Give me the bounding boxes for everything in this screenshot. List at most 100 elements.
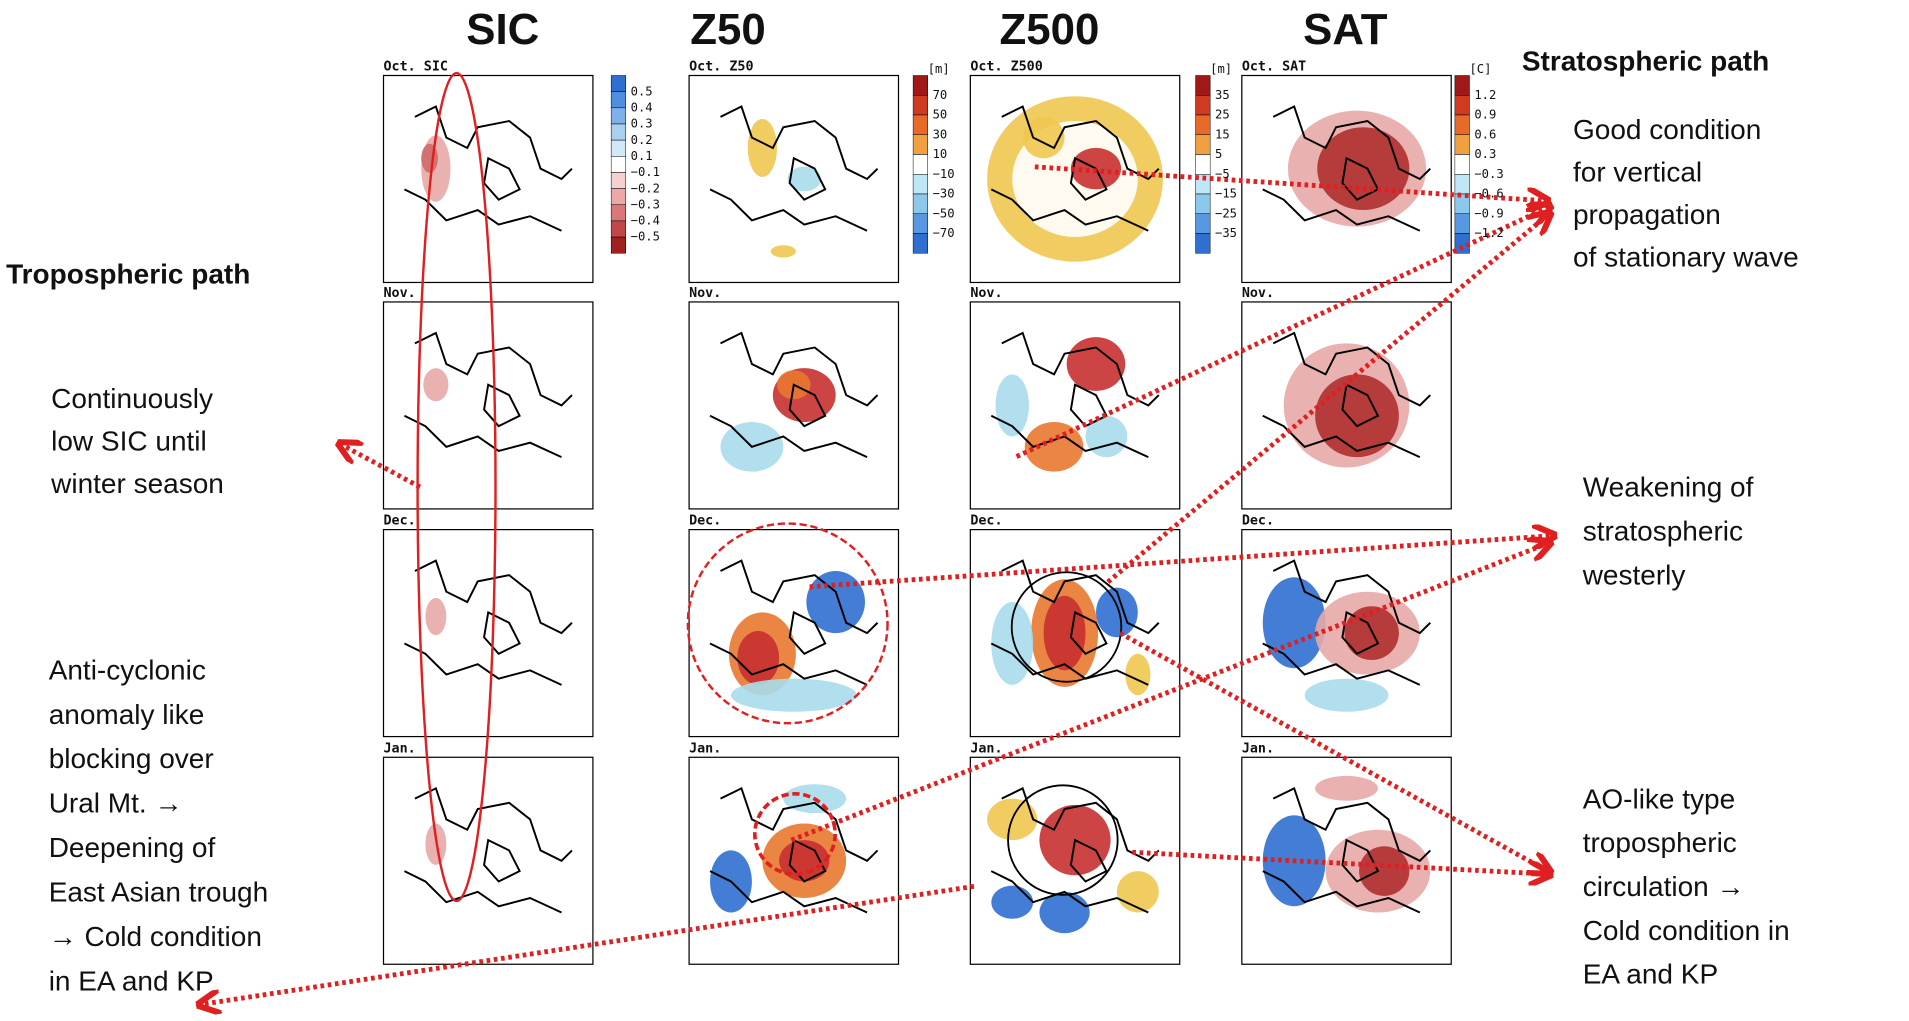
colorbar-label: 0.9: [1474, 108, 1496, 122]
colorbar-label: −0.3: [1474, 167, 1503, 181]
panel-frame: [1241, 529, 1452, 738]
panel-title: Oct. SAT: [1242, 60, 1306, 75]
colorbar-segment: [1454, 213, 1470, 234]
panel-title: Dec.: [384, 514, 416, 529]
map-content: [1262, 775, 1431, 914]
colorbar-segment: [1195, 233, 1211, 254]
colorbar-segment: [912, 233, 928, 254]
coastline: [709, 559, 879, 686]
coastline: [709, 786, 879, 914]
anomaly: [1095, 587, 1138, 638]
colorbar-unit: [m]: [1210, 62, 1232, 76]
colorbar-label: 50: [933, 108, 948, 122]
panel-frame: [1241, 301, 1452, 510]
map-content: [404, 331, 573, 459]
anomaly: [423, 368, 449, 402]
annotation-line: blocking over: [49, 743, 214, 774]
colorbar-segment: [610, 188, 627, 206]
annotation-line: anomaly like: [49, 699, 205, 730]
anomaly: [1315, 775, 1378, 801]
colorbar-label: 35: [1215, 88, 1230, 102]
anomaly: [1304, 678, 1389, 712]
annotation-line: for vertical: [1573, 156, 1702, 187]
column-header: SIC: [466, 5, 539, 54]
map-content: [709, 105, 879, 258]
colorbar-segment: [1195, 213, 1211, 234]
arrow: [341, 444, 422, 490]
colorbar-segment: [1454, 233, 1470, 254]
anomaly: [1359, 846, 1410, 896]
map-content: [404, 105, 573, 232]
colorbar-label: 0.4: [631, 100, 653, 114]
colorbar-label: 5: [1215, 147, 1222, 161]
coastline: [1262, 559, 1431, 686]
colorbar-segment: [912, 154, 928, 175]
colorbar-segment: [1195, 95, 1211, 116]
anomaly: [1116, 871, 1159, 913]
anomaly: [1039, 891, 1090, 934]
colorbar-label: −50: [933, 206, 955, 220]
colorbar-segment: [1195, 193, 1211, 214]
colorbar-segment: [912, 134, 928, 155]
annotation-line: low SIC until: [51, 425, 207, 456]
panels: [382, 74, 1470, 965]
colorbar-segment: [1454, 114, 1470, 135]
map-content: [709, 331, 879, 472]
arrow: [1106, 214, 1549, 584]
panel-title: Nov.: [970, 286, 1002, 301]
colorbar-segment: [610, 107, 627, 125]
panel-title: Oct. Z50: [689, 60, 753, 75]
panel-title: Dec.: [689, 514, 721, 529]
map-panel: [688, 529, 900, 738]
anomaly: [1085, 415, 1128, 458]
panel-frame: [688, 301, 900, 510]
colorbar-segment: [1454, 95, 1470, 116]
map-panel: [969, 756, 1181, 965]
map-panel: [969, 529, 1181, 738]
annotation-line: Weakening of: [1583, 472, 1754, 503]
arrow: [809, 536, 1553, 590]
anomaly: [737, 631, 780, 685]
panel-title: Nov.: [384, 286, 416, 301]
colorbar-segment: [912, 193, 928, 214]
panel-frame: [382, 74, 594, 284]
coastline: [709, 105, 879, 232]
panel-title: Nov.: [1242, 286, 1274, 301]
panel-frame: [969, 756, 1181, 965]
coastline: [1262, 786, 1431, 914]
coastline: [709, 331, 879, 459]
colorbar-label: 15: [1215, 127, 1230, 141]
z500-jan-circle: [1007, 784, 1119, 896]
coastline: [1262, 331, 1431, 459]
colorbar-segment: [610, 75, 627, 92]
arrow: [790, 543, 1548, 843]
colorbar-label: −0.9: [1474, 206, 1503, 220]
z50-jan-circle: [753, 791, 838, 876]
colorbar-label: 0.6: [1474, 127, 1496, 141]
anomaly: [1024, 421, 1084, 472]
map-content: [987, 96, 1163, 262]
coastline: [1262, 105, 1431, 232]
map-content: [1262, 559, 1431, 712]
z50-dec-circle: [686, 522, 889, 725]
panel-title: Dec.: [970, 514, 1002, 529]
colorbar-label: −5: [1215, 167, 1230, 181]
panel-title: Dec.: [1242, 514, 1274, 529]
overlay: [201, 71, 1553, 1004]
map-content: [1262, 331, 1431, 468]
annotation-line: of stationary wave: [1573, 242, 1799, 273]
map-panel: [1241, 301, 1452, 510]
section-label: Stratospheric path: [1522, 46, 1769, 77]
colorbar-segment: [1195, 154, 1211, 175]
anomaly: [991, 885, 1034, 919]
panel-title: Oct. Z500: [970, 60, 1042, 75]
panel-frame: [382, 301, 594, 510]
panel-title: Jan.: [1242, 741, 1274, 756]
colorbar-segment: [912, 213, 928, 234]
anomaly: [787, 166, 822, 192]
colorbar-label: −0.2: [631, 181, 660, 195]
panel-frame: [688, 529, 900, 738]
colorbar-segment: [1454, 174, 1470, 195]
map-panel: [969, 301, 1181, 510]
